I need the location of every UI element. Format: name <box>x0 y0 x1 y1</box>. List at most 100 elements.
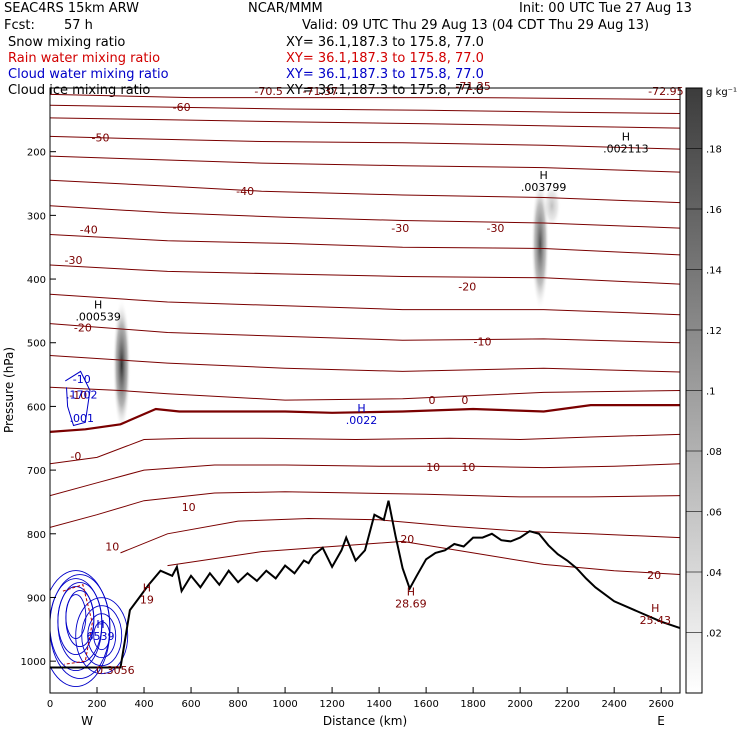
extremum-value: 6539 <box>87 630 115 643</box>
extremum-value: -10 <box>73 373 91 386</box>
extremum-value: 0.3056 <box>96 664 135 677</box>
colorbar-tick-label: .16 <box>706 205 722 216</box>
colorbar-tick-label: .12 <box>706 326 722 337</box>
x-tick-label: 0 <box>47 699 53 710</box>
isotherm--60 <box>50 104 680 114</box>
y-tick-label: 300 <box>27 211 46 222</box>
isotherm-label: -30 <box>65 254 83 267</box>
extremum-marker: H <box>622 131 630 144</box>
isotherm-label: 10 <box>426 461 440 474</box>
extremum-marker: H <box>357 402 365 415</box>
colorbar-tick-label: .18 <box>706 145 722 156</box>
low-level-cloud-rain-contours <box>50 370 129 688</box>
isotherm-label: -71.25 <box>455 80 490 93</box>
field-xy-snow: XY= 36.1,187.3 to 175.8, 77.0 <box>286 35 484 50</box>
x-tick-label: 1200 <box>319 699 344 710</box>
y-tick-label: 900 <box>27 593 46 604</box>
isotherm-label: -20 <box>74 321 92 334</box>
isotherm-25 <box>167 540 680 575</box>
isotherm--55 <box>50 117 680 129</box>
contour-labels: -70.5 -71.37 -71.25 -72.95 -60 -50 -40 -40 -30 -3… <box>65 80 684 582</box>
x-tick-label: 2200 <box>554 699 579 710</box>
extremum-marker: H <box>540 169 548 182</box>
colorbar-tick-label: .06 <box>706 508 722 519</box>
colorbar-tick-label: .04 <box>706 568 722 579</box>
terrain-line <box>50 500 680 669</box>
isotherm-label: 10 <box>182 501 196 514</box>
ice-plume-2 <box>542 183 561 229</box>
isotherm-label: 10 <box>461 461 475 474</box>
field-xy-cloud-water: XY= 36.1,187.3 to 175.8, 77.0 <box>286 67 484 82</box>
field-legend-rain: Rain water mixing ratio <box>8 51 160 66</box>
x-tick-label: 200 <box>87 699 106 710</box>
extremum-marker: H <box>143 581 151 594</box>
rain-contour-0 <box>62 584 93 665</box>
extremum-value: 19 <box>140 593 154 606</box>
forecast-label: Fcst: <box>4 18 35 33</box>
isotherm-label: 0 <box>428 394 435 407</box>
isotherm-label: 10 <box>105 541 119 554</box>
field-legend-snow: Snow mixing ratio <box>8 35 125 50</box>
cloud-water-contour-6 <box>50 570 111 688</box>
x-axis-east-label: E <box>657 714 665 728</box>
x-tick-label: 400 <box>134 699 153 710</box>
isotherm--20 <box>50 293 680 316</box>
isotherm-label: -20 <box>458 281 476 294</box>
isotherm-label: -30 <box>486 222 504 235</box>
cloud-water-contour-b-3 <box>75 597 129 675</box>
y-tick-label: 200 <box>27 148 46 159</box>
extremum-marker: H <box>651 602 659 615</box>
y-tick-label: 1000 <box>21 657 46 668</box>
temperature-isotherms <box>50 88 680 575</box>
extremum-value: .001 <box>69 412 94 425</box>
colorbar-tick-label: .08 <box>706 447 722 458</box>
x-tick-label: 800 <box>229 699 248 710</box>
extremum-value: .002113 <box>603 143 649 156</box>
plot-frame <box>49 87 681 694</box>
colorbar-tick-label: .02 <box>706 629 722 640</box>
extremum-value: .0022 <box>346 414 378 427</box>
extremum-marker: H <box>94 299 102 312</box>
isotherm-15 <box>50 491 680 528</box>
isotherm-label: -70.5 <box>254 85 282 98</box>
isotherm--10 <box>50 355 680 373</box>
field-xy-cloud-ice: XY= 36.1,187.3 to 175.8, 77.0 <box>286 83 484 98</box>
isotherm--30 <box>50 234 680 256</box>
x-tick-label: 1400 <box>366 699 391 710</box>
isotherm-label: -30 <box>391 222 409 235</box>
field-legend-cloud-water: Cloud water mixing ratio <box>8 67 169 82</box>
extremum-value: 28.69 <box>395 597 427 610</box>
isotherm-label: -71.37 <box>303 85 338 98</box>
cloud-ice-shading <box>112 177 561 432</box>
isotherm--25 <box>50 264 680 285</box>
x-tick-label: 1600 <box>413 699 438 710</box>
extremum-value: .1702 <box>66 388 98 401</box>
x-tick-label: 1000 <box>272 699 297 710</box>
isotherm-label: -72.95 <box>648 85 683 98</box>
isotherm-5 <box>50 433 680 465</box>
y-tick-label: 800 <box>27 530 46 541</box>
colorbar-tick-label: .1 <box>706 387 716 398</box>
isotherm-label: -0 <box>70 450 81 463</box>
isotherm-0 <box>50 404 680 433</box>
x-tick-label: 1800 <box>460 699 485 710</box>
colorbar-ticks: .02 .04 .06 .08 .1 .12 .14 .16 .18 <box>686 145 722 640</box>
cloud-water-contour-upper <box>65 370 91 427</box>
isotherm--50 <box>50 135 680 150</box>
isotherm-label: -40 <box>80 223 98 236</box>
field-legend-cloud-ice: Cloud ice mixing ratio <box>8 83 150 98</box>
ice-plume-0 <box>112 298 131 432</box>
cloud-water-contour-b-0 <box>93 621 111 651</box>
isotherm--40 <box>50 179 680 204</box>
extremum-value: .000539 <box>75 311 121 324</box>
isotherm--15 <box>50 323 680 344</box>
y-tick-label: 500 <box>27 339 46 350</box>
isotherm-label: 0 <box>461 394 468 407</box>
colorbar-tick-label: .14 <box>706 266 722 277</box>
isotherm--65 <box>50 93 680 100</box>
isotherm--35 <box>50 205 680 229</box>
x-axis-label: Distance (km) <box>323 714 407 728</box>
extremum-value: .003799 <box>521 181 567 194</box>
